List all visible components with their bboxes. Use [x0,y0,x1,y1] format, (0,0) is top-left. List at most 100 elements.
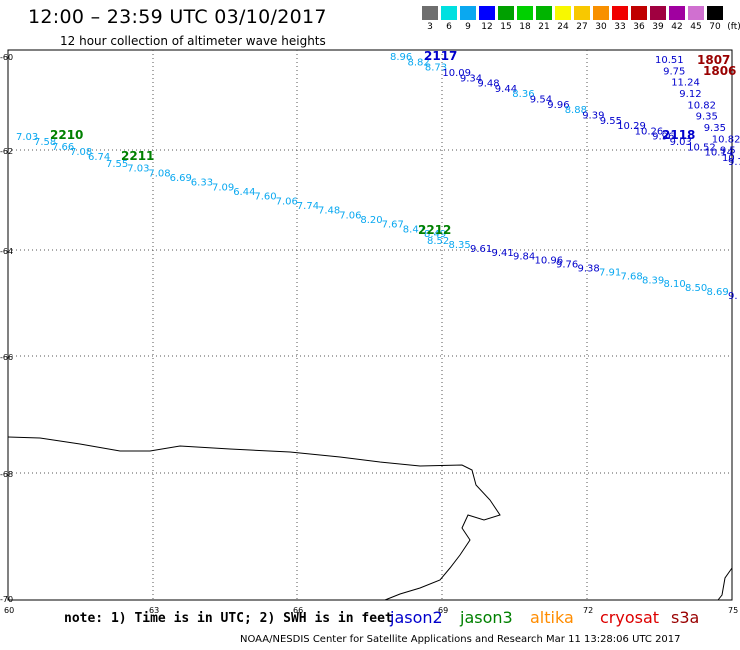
legend-label: 15 [500,22,512,32]
legend-label: 42 [671,22,683,32]
swh-value: 8.50 [685,283,707,294]
swh-value: 10.29 [617,121,646,132]
legend-label: 27 [576,22,588,32]
satellite-cryosat: cryosat [600,608,660,627]
swh-value: 8.82 [408,57,430,68]
swh-value: 9.35 [704,123,726,134]
swh-value: 10.26 [635,126,664,137]
pass-id-label: 2210 [50,128,83,142]
legend-label: 70 [709,22,721,32]
swh-value: 9.44 [495,84,517,95]
legend-label: 36 [633,22,645,32]
swh-value: 9.76 [556,260,578,271]
swh-value: 9.35 [696,112,718,123]
legend-swatch [574,6,590,20]
swh-value: 10.82 [687,100,716,111]
swh-value: 8.10 [664,279,686,290]
swh-value: 8.20 [360,215,382,226]
legend-swatch [631,6,647,20]
swh-value: 7.91 [599,267,621,278]
swh-value: 6.74 [88,152,110,163]
swh-value: 8.49 [424,229,446,240]
satellite-altika: altika [530,608,574,627]
legend-label: 30 [595,22,607,32]
legend-unit: (ft) [727,22,740,32]
coastline-east [717,567,733,601]
pass-id-label: 2212 [418,223,451,237]
swh-value: 7.08 [148,168,170,179]
swh-value: 10.14 [705,148,734,159]
legend-swatch [688,6,704,20]
map-frame [7,49,733,601]
swh-value: 9.12 [679,89,701,100]
legend-swatch [612,6,628,20]
swh-value: 9.84 [513,252,535,263]
satellite-s3a: s3a [671,608,700,627]
lat-label: -60 [0,53,13,62]
swh-value: 7.55 [106,159,128,170]
swh-value: 10.09 [442,68,471,79]
lat-label: -62 [0,147,13,156]
swh-value: 8.52 [427,236,449,247]
lon-label: 60 [4,606,14,615]
swh-value: 6.33 [191,178,213,189]
swh-value: 9.54 [530,95,552,106]
legend-label: 39 [652,22,664,32]
swh-value: 7.74 [297,201,319,212]
swh-value: 9.39 [582,111,604,122]
note-text: note: 1) Time is in UTC; 2) SWH is in fe… [64,611,393,626]
swh-value: 8.88 [565,105,587,116]
swh-value: 8.39 [642,275,664,286]
legend-label: 18 [519,22,531,32]
legend-swatch [536,6,552,20]
swh-value: 7.60 [254,192,276,203]
legend-label: 21 [538,22,550,32]
pass-id-label: 2211 [121,149,154,163]
swh-value: 7.66 [52,142,74,153]
swh-value: 7.08 [70,147,92,158]
lat-label: -66 [0,353,13,362]
swh-value: 8.47 [403,224,425,235]
swh-value: 8.36 [512,89,534,100]
legend-label: 6 [446,22,452,32]
legend-label: 12 [481,22,493,32]
swh-value: 7.03 [127,164,149,175]
swh-value: 9.48 [477,79,499,90]
satellite-jason3: jason3 [460,608,513,627]
swh-value: 7.03 [16,132,38,143]
swh-value: 9.03 [670,137,692,148]
swh-value: 7.06 [276,196,298,207]
swh-value: 10.52 [687,142,716,153]
lon-label: 69 [438,606,448,615]
swh-value: 10.82 [712,134,740,145]
swh-value: 9.61 [470,244,492,255]
footer-credit: NOAA/NESDIS Center for Satellite Applica… [240,634,681,645]
swh-value: 7.48 [318,206,340,217]
swh-value: 6.44 [233,187,255,198]
swh-value: 9.7 [728,157,740,168]
swh-value: 10 [722,153,735,164]
legend-swatch [498,6,514,20]
page-title: 12:00 – 23:59 UTC 03/10/2017 [28,6,327,28]
legend-swatch [441,6,457,20]
swh-value: 10.51 [655,55,684,66]
legend-label: 9 [465,22,471,32]
satellite-jason2: jason2 [390,608,443,627]
swh-value: 7.67 [382,220,404,231]
legend-swatch [479,6,495,20]
pass-id-label: 1806 [703,64,736,78]
swh-value: 11.24 [671,78,700,89]
legend-swatch [555,6,571,20]
lat-label: -68 [0,470,13,479]
swh-value: 9. [728,291,738,302]
swh-value: 8.73 [425,63,447,74]
page-subtitle: 12 hour collection of altimeter wave hei… [60,34,326,48]
swh-value: 8.35 [449,240,471,251]
swh-value: 9.41 [492,248,514,259]
legend-swatch [593,6,609,20]
swh-value: 8.69 [707,287,729,298]
swh-value: 8.96 [390,52,412,63]
lon-label: 66 [293,606,303,615]
antarctic-coastline [7,436,501,601]
